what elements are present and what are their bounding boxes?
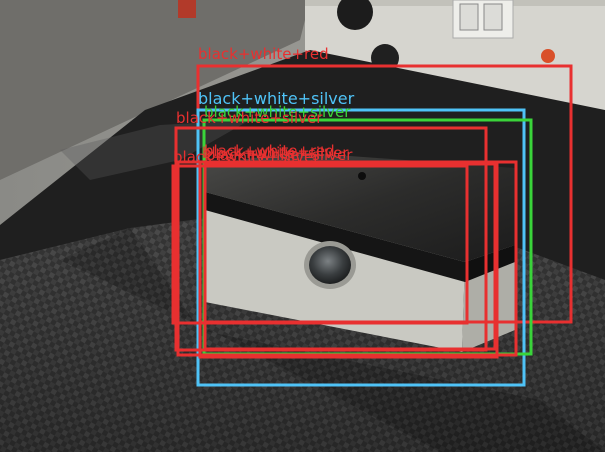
bbox-1-rect [196, 108, 526, 387]
bbox-2-label: black+white+silver [204, 103, 351, 121]
bbox-3-label: black+white+silver [176, 109, 323, 127]
bbox-7: black+white+silver [203, 146, 497, 351]
box-top [205, 152, 515, 262]
bbox-4: black+white+silver [171, 148, 469, 325]
bbox-5-rect [198, 160, 499, 359]
bbox-1: black+white+silver [196, 89, 526, 387]
bbox-1-label: black+white+silver [198, 89, 355, 108]
knob [337, 0, 373, 30]
bbox-6: black+white+red [176, 142, 518, 357]
bbox-6-rect [176, 160, 518, 357]
bbox-2: black+white+silver [202, 103, 533, 356]
bbox-0-label: black+white+red [198, 45, 329, 63]
bbox-4-rect [171, 164, 469, 325]
bbox-6-label: black+white+red [204, 142, 335, 160]
bbox-5: black+white+silver [198, 144, 499, 359]
bbox-7-label: black+white+silver [206, 146, 353, 164]
red-indicator [541, 49, 555, 63]
back-floor [0, 0, 310, 180]
bbox-7-rect [203, 162, 497, 351]
bbox-5-label: black+white+silver [202, 144, 349, 162]
